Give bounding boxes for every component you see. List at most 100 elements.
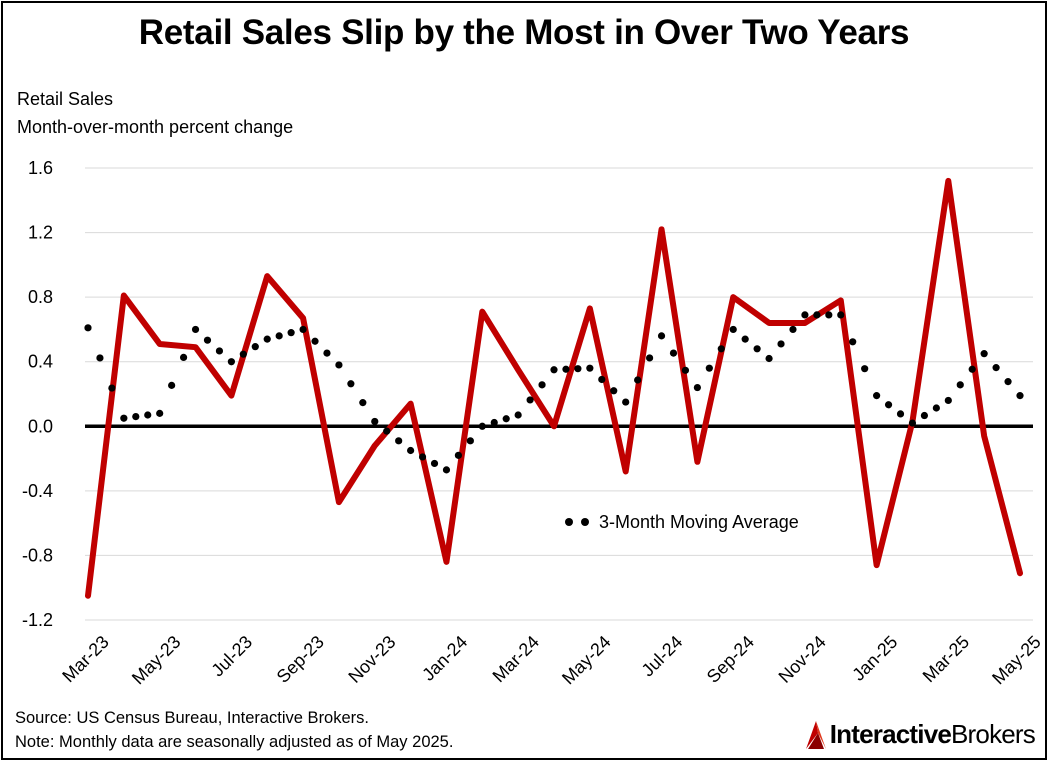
- y-tick-label: -0.8: [22, 545, 53, 565]
- moving-average-point: [168, 381, 176, 389]
- moving-average-point: [179, 353, 188, 362]
- moving-average-point: [968, 365, 976, 373]
- moving-average-point: [753, 345, 761, 353]
- moving-average-point: [765, 354, 773, 363]
- moving-average-point: [908, 419, 917, 427]
- data-note: Note: Monthly data are seasonally adjust…: [15, 733, 454, 751]
- moving-average-point: [980, 350, 988, 358]
- moving-average-point: [478, 422, 486, 430]
- moving-average-point: [454, 451, 463, 459]
- moving-average-point: [861, 365, 869, 373]
- x-tick-label: Jan-25: [848, 632, 901, 685]
- y-tick-label: 1.6: [28, 158, 53, 178]
- moving-average-point: [574, 365, 582, 373]
- moving-average-point: [849, 338, 857, 346]
- y-tick-label: 1.2: [28, 223, 53, 243]
- moving-average-point: [84, 324, 92, 332]
- moving-average-point: [837, 311, 845, 319]
- moving-average-point: [825, 311, 833, 319]
- moving-average-point: [227, 358, 235, 366]
- x-tick-label: Mar-24: [489, 632, 543, 686]
- moving-average-point: [932, 404, 940, 412]
- source-note: Source: US Census Bureau, Interactive Br…: [15, 709, 369, 727]
- y-tick-label: -0.4: [22, 481, 53, 501]
- moving-average-point: [944, 396, 952, 405]
- moving-average-point: [263, 335, 271, 343]
- moving-average-point: [562, 365, 570, 373]
- moving-average-point: [801, 311, 809, 319]
- line-chart: -1.2 -0.8 -0.4 0.0 0.4 0.8 1.2 1.6 Mar-23 May-23 J…: [22, 158, 1045, 689]
- moving-average-point: [789, 325, 797, 334]
- legend-marker-dot: [565, 518, 573, 526]
- moving-average-point: [442, 466, 451, 474]
- moving-average-point: [634, 376, 642, 384]
- x-tick-label: Jan-24: [418, 632, 471, 685]
- moving-average-point: [538, 381, 546, 389]
- moving-average-point: [287, 329, 295, 337]
- moving-average-point: [610, 387, 618, 395]
- x-tick-label: Sep-24: [703, 632, 758, 687]
- moving-average-point: [335, 361, 343, 369]
- x-tick-label: May-24: [558, 632, 615, 689]
- moving-average-point: [717, 345, 725, 353]
- ib-logo-icon: [805, 721, 826, 749]
- moving-average-point: [371, 417, 379, 426]
- moving-average-point: [156, 409, 164, 417]
- moving-average-point: [884, 401, 893, 409]
- moving-average-point: [657, 332, 666, 340]
- moving-average-point: [956, 381, 964, 389]
- chart-subtitle-line1: Retail Sales: [17, 89, 114, 109]
- moving-average-point: [407, 446, 415, 455]
- moving-average-point: [490, 418, 498, 427]
- moving-average-point: [395, 437, 403, 445]
- x-tick-label: May-25: [988, 632, 1045, 689]
- moving-average-point: [705, 364, 713, 372]
- x-tick-label: Mar-23: [58, 632, 112, 686]
- moving-average-point: [466, 437, 474, 445]
- moving-average-point: [586, 364, 594, 372]
- moving-average-point: [550, 366, 558, 374]
- moving-average-point: [323, 349, 331, 357]
- moving-average-point: [669, 349, 678, 357]
- moving-average-point: [132, 413, 140, 421]
- moving-average-point: [598, 375, 606, 384]
- moving-average-point: [203, 336, 212, 344]
- chart-subtitle-line2: Month-over-month percent change: [17, 117, 294, 137]
- moving-average-point: [275, 332, 283, 340]
- moving-average-point: [215, 347, 224, 355]
- moving-average-point: [992, 364, 1000, 372]
- y-tick-label: 0.4: [28, 352, 53, 372]
- y-tick-label: 0.0: [28, 416, 53, 436]
- y-tick-label: 0.8: [28, 287, 53, 307]
- interactive-brokers-logo: Interactive Brokers: [804, 716, 1036, 752]
- moving-average-point: [191, 325, 200, 334]
- moving-average-point: [239, 350, 247, 358]
- x-tick-label: May-23: [128, 632, 185, 689]
- moving-average-point: [681, 366, 690, 374]
- moving-average-point: [1004, 378, 1012, 386]
- moving-average-point: [813, 311, 821, 319]
- moving-average-point: [873, 392, 881, 400]
- moving-average-point: [514, 411, 522, 419]
- logo-text-brokers: Brokers: [951, 718, 1036, 749]
- retail-sales-line: [85, 177, 1023, 599]
- x-tick-label: Mar-25: [919, 632, 973, 686]
- moving-average-point: [311, 337, 319, 345]
- moving-average-point: [729, 325, 737, 334]
- moving-average-point: [741, 335, 749, 343]
- moving-average-point: [896, 410, 905, 418]
- legend-label: 3-Month Moving Average: [599, 512, 799, 532]
- x-tick-label: Nov-24: [775, 632, 830, 687]
- moving-average-point: [108, 384, 116, 392]
- moving-average-point: [383, 427, 391, 435]
- moving-average-point: [693, 383, 701, 392]
- x-tick-label: Sep-23: [273, 632, 328, 687]
- legend-marker-dot: [581, 518, 589, 526]
- moving-average-point: [622, 398, 630, 406]
- moving-average-point: [120, 414, 128, 422]
- moving-average-point: [299, 325, 307, 334]
- moving-average-point: [96, 354, 104, 362]
- moving-average-point: [777, 340, 785, 348]
- moving-average-point: [418, 453, 427, 461]
